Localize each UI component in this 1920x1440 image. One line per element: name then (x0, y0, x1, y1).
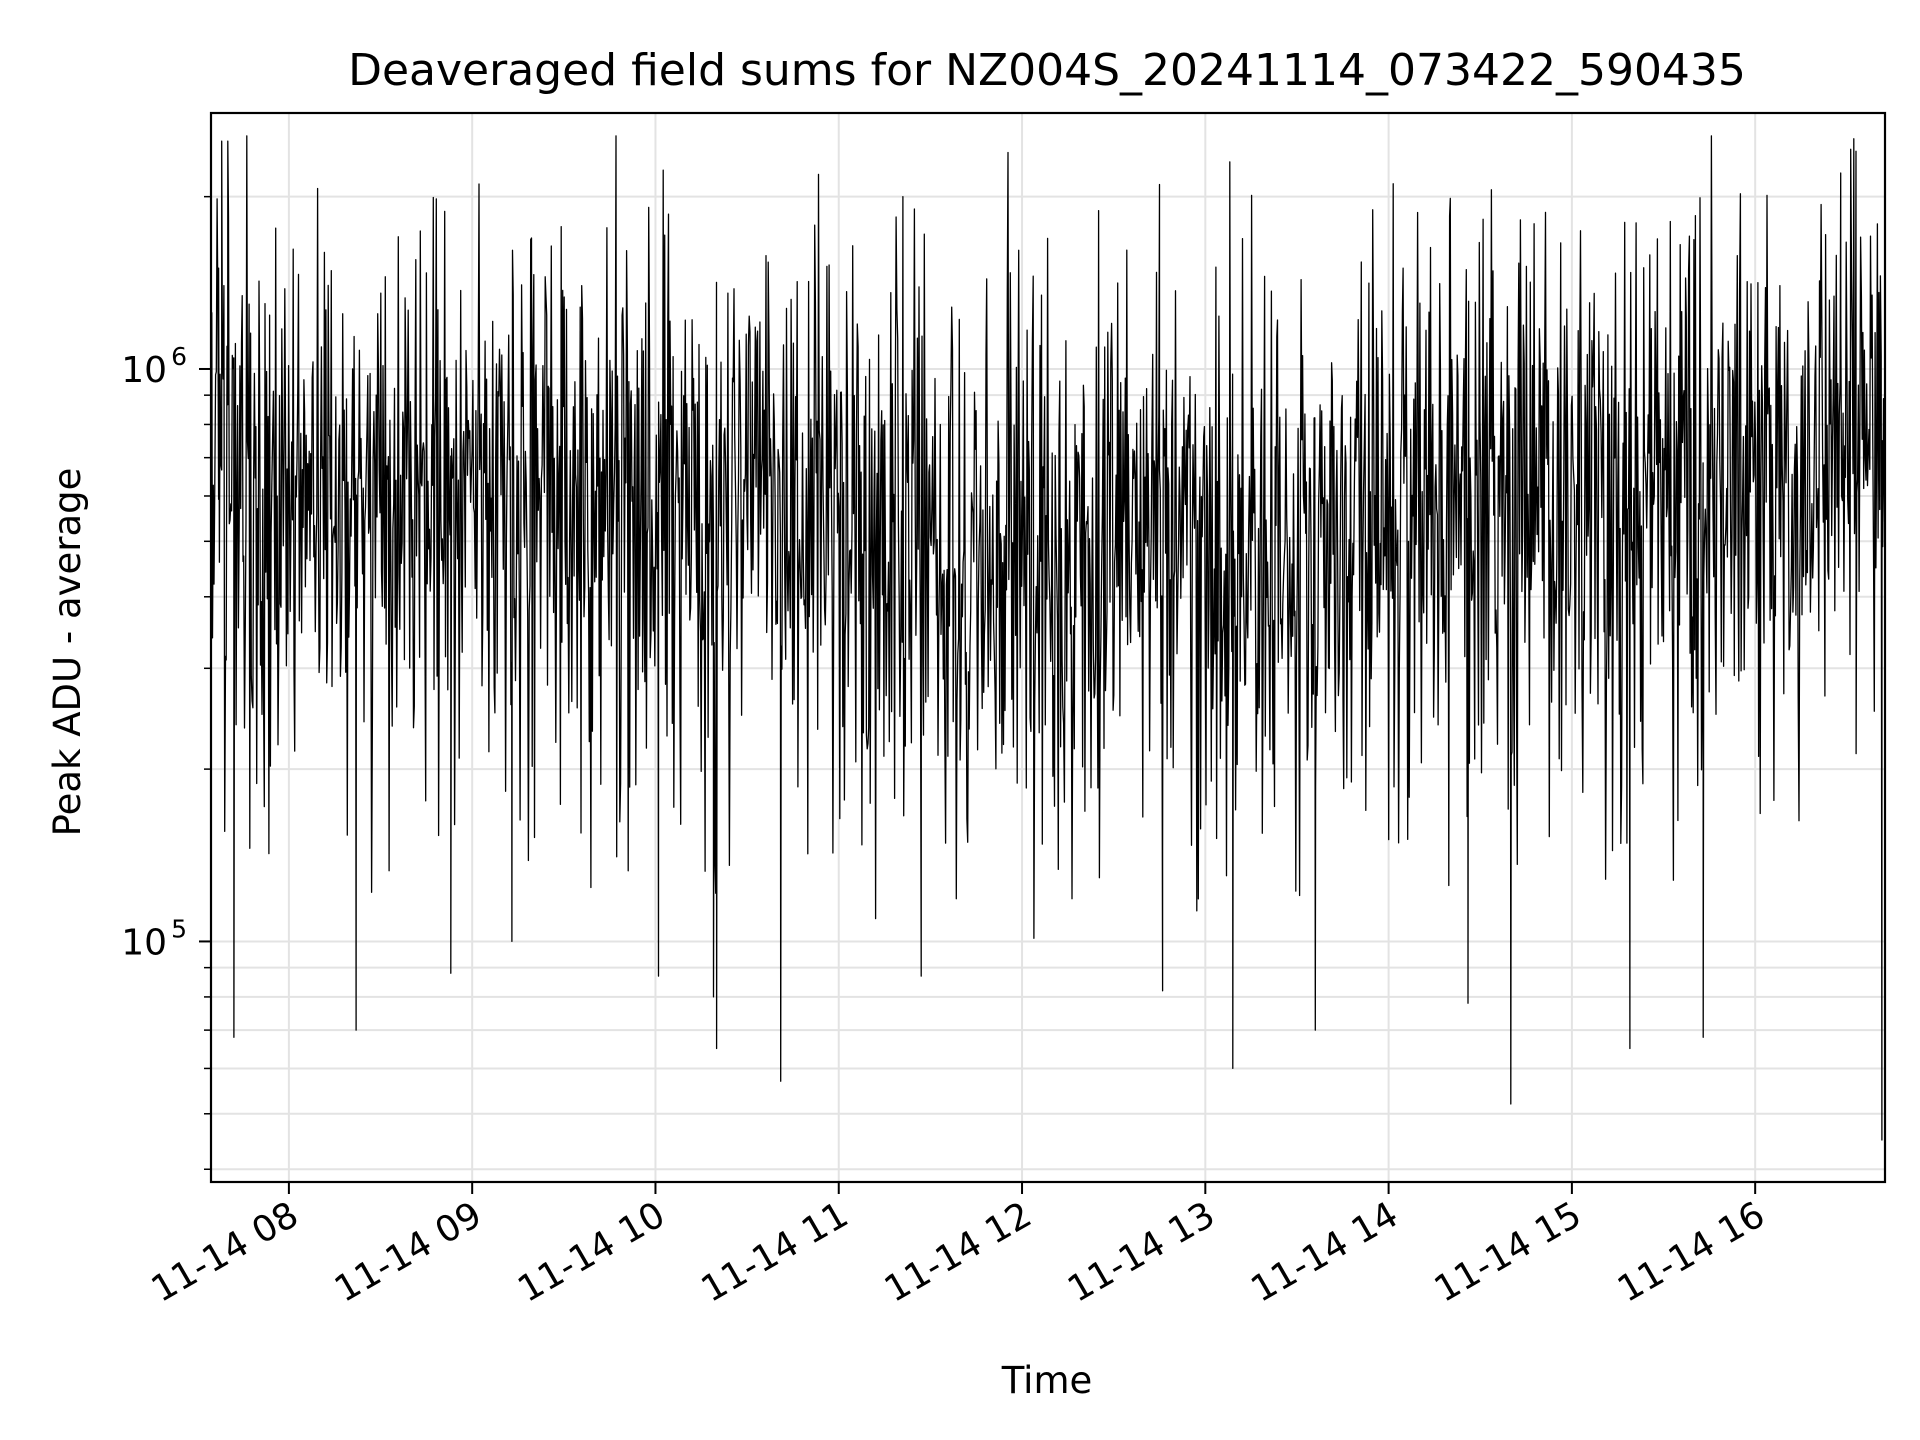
y-axis-label: Peak ADU - average (46, 468, 89, 837)
series-line (210, 135, 1886, 1141)
x-axis-label: Time (1001, 1359, 1093, 1402)
data-layer (210, 135, 1886, 1141)
y-tick-label-exponent: 5 (171, 914, 187, 943)
y-tick-label-base: 10 (121, 350, 167, 391)
chart-title: Deaveraged field sums for NZ004S_2024111… (348, 45, 1746, 96)
y-tick-label-base: 10 (121, 922, 167, 963)
plot-frame (209, 111, 1887, 1184)
y-tick-label-exponent: 6 (171, 342, 187, 371)
